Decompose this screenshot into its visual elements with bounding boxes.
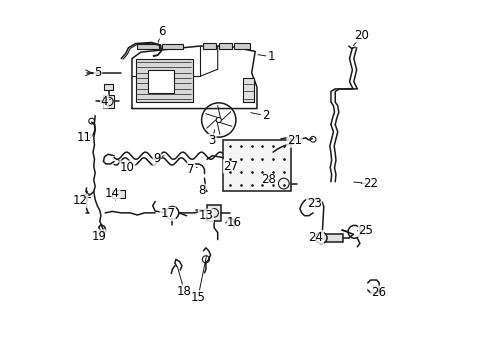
Text: 6: 6 [158,25,166,38]
Text: 17: 17 [160,207,175,220]
Text: 8: 8 [198,184,205,197]
Bar [233,43,249,49]
Text: 7: 7 [187,163,194,176]
Bar [111,190,125,198]
Text: 21: 21 [286,134,302,147]
Text: 13: 13 [198,209,213,222]
Bar [219,43,231,49]
Bar [242,78,254,102]
Text: 3: 3 [208,134,216,147]
Text: 9: 9 [153,152,161,165]
Bar [323,234,342,242]
Text: 12: 12 [73,194,87,207]
Text: 18: 18 [177,285,191,298]
Bar [223,140,290,192]
Bar [162,44,183,49]
Bar [135,59,192,102]
Text: 20: 20 [353,29,368,42]
Bar [103,95,114,108]
Text: 16: 16 [226,216,242,229]
Text: 19: 19 [91,230,106,243]
Text: 11: 11 [77,131,92,144]
Text: 23: 23 [306,197,321,210]
Circle shape [315,232,326,244]
Text: 26: 26 [370,286,385,299]
Bar [137,44,159,49]
Bar [206,205,221,221]
Text: 5: 5 [94,66,102,79]
Bar [148,69,173,93]
Text: 27: 27 [223,160,238,173]
Text: 28: 28 [261,173,276,186]
Text: 14: 14 [104,187,120,200]
Bar [104,84,113,90]
Text: 1: 1 [267,50,274,63]
Text: 10: 10 [120,161,135,174]
Bar [203,43,216,49]
Text: 15: 15 [190,291,205,304]
Text: 24: 24 [308,231,323,244]
Text: 25: 25 [358,224,373,237]
Text: 4: 4 [101,95,108,108]
Text: 2: 2 [262,109,269,122]
Text: 22: 22 [362,177,377,190]
